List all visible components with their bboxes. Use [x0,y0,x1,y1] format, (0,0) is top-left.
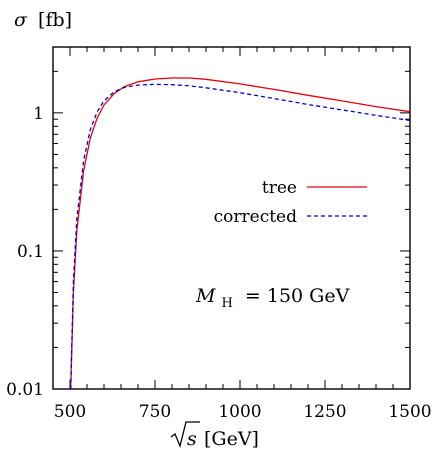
x-tick-label: 1500 [388,402,431,422]
annotation-subscript: H [222,296,233,311]
series-line-tree [70,77,410,389]
tick-marks [53,46,411,390]
y-tick-label: 1 [33,104,44,124]
y-tick-label: 0.01 [6,380,44,400]
annotation: M H = 150 GeV [195,285,350,312]
tick-labels: 500 750 1000 1250 1500 0.01 0.1 1 [6,104,431,422]
annotation-symbol: M [195,285,216,307]
legend-label-tree: tree [262,178,297,198]
sqrt-sign [170,421,200,449]
x-tick-label: 1000 [218,402,261,422]
y-tick-label: 0.1 [17,242,44,262]
x-axis-label: s [GeV] [170,421,259,450]
legend-label-corrected: corrected [214,207,297,227]
annotation-value: = 150 GeV [245,285,350,307]
series-line-corrected [70,83,410,389]
series-lines [70,77,410,389]
x-tick-label: 750 [139,402,171,422]
y-axis-label: σ [fb] [14,9,72,31]
x-tick-label: 500 [54,402,86,422]
legend: tree corrected [214,178,367,227]
plot-frame [52,46,411,390]
x-axis-symbol: s [187,428,197,450]
x-tick-label: 1250 [303,402,346,422]
y-axis-symbol: σ [14,9,28,31]
y-axis-unit: [fb] [38,9,72,31]
x-axis-unit: [GeV] [204,428,259,450]
